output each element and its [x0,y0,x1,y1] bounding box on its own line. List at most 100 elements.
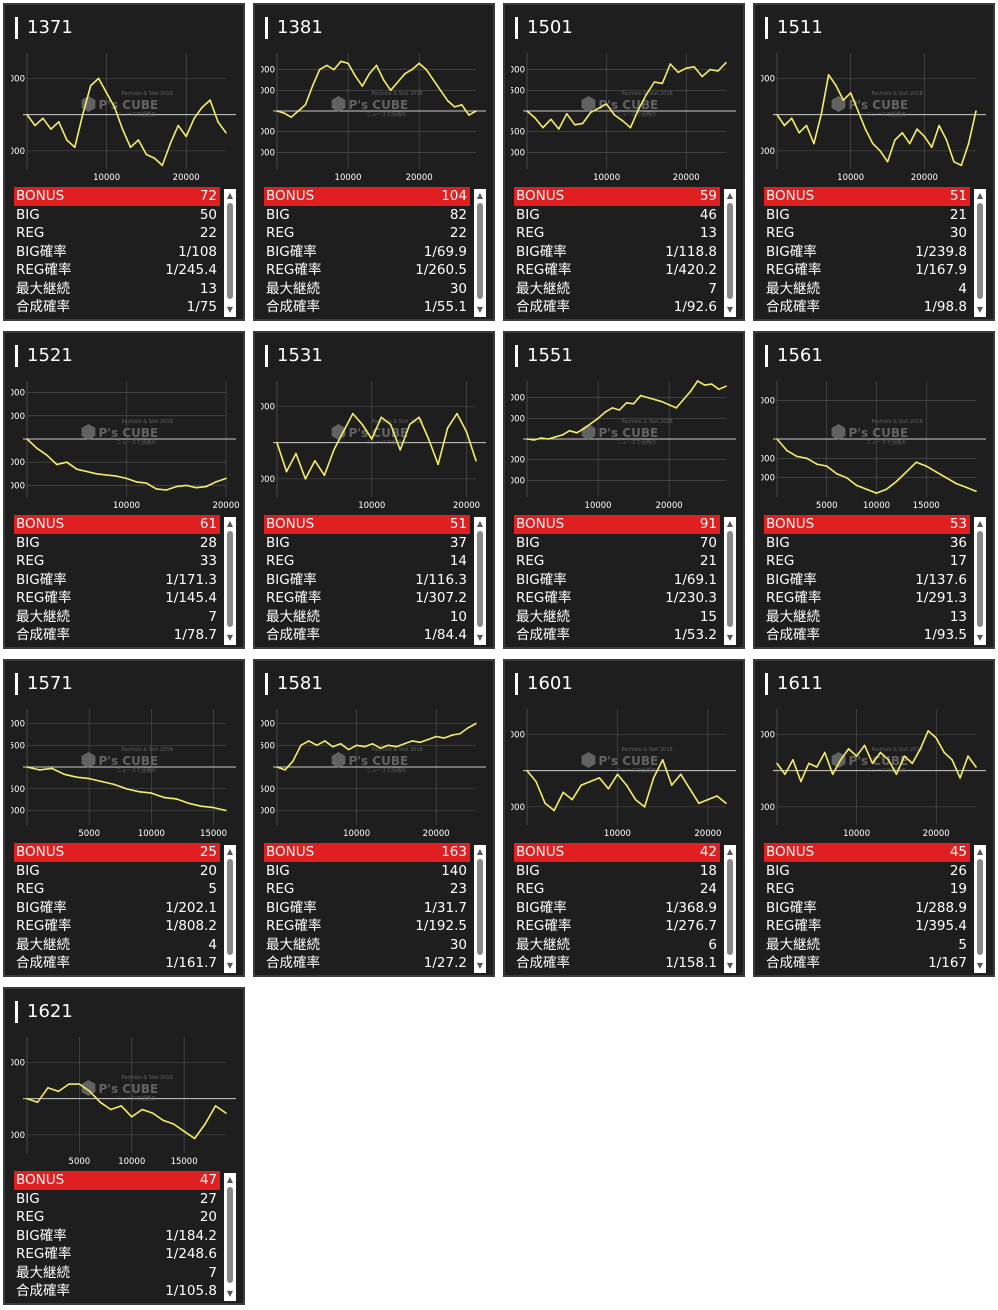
scroll-down-icon[interactable]: ▼ [476,633,484,642]
scroll-down-icon[interactable]: ▼ [976,305,984,314]
data-point [652,777,655,779]
scroll-up-icon[interactable]: ▲ [226,847,234,856]
scroll-down-icon[interactable]: ▼ [226,961,234,970]
data-point [205,485,207,488]
data-point [187,802,190,805]
machine-card[interactable]: 1601 P's CUBE Pachislo & Slot 2018 ニュースで話題の… [503,659,745,977]
stat-value: 1/192.5 [415,918,467,934]
data-point [863,744,866,747]
stats-scrollbar[interactable]: ▲ ▼ [974,189,986,317]
scroll-thumb[interactable] [977,859,983,955]
stats-scrollbar[interactable]: ▲ ▼ [724,189,736,317]
stats-scrollbar[interactable]: ▲ ▼ [974,845,986,973]
slump-line [776,73,977,167]
stat-label: 最大継続 [16,1264,70,1281]
stats-scrollbar[interactable]: ▲ ▼ [224,845,236,973]
scroll-up-icon[interactable]: ▲ [476,847,484,856]
scroll-up-icon[interactable]: ▲ [976,519,984,528]
scroll-thumb[interactable] [227,531,233,627]
scroll-up-icon[interactable]: ▲ [226,191,234,200]
y-tick-label: -3000 [11,807,25,817]
stat-label: BIG確率 [516,899,567,916]
scroll-down-icon[interactable]: ▼ [476,305,484,314]
scroll-thumb[interactable] [727,531,733,627]
data-point [446,99,449,102]
scroll-thumb[interactable] [727,203,733,299]
machine-card[interactable]: 1381 P's CUBE Pachislo & Slot 2018 ニュースで話題の… [253,3,495,321]
stats-scrollbar[interactable]: ▲ ▼ [474,517,486,645]
stats-scrollbar[interactable]: ▲ ▼ [724,517,736,645]
scroll-thumb[interactable] [727,859,733,955]
scroll-thumb[interactable] [977,203,983,299]
data-point [109,1108,112,1111]
machine-card[interactable]: 1611 P's CUBE Pachislo & Slot 2018 ニュースで話題の… [753,659,995,977]
machine-card[interactable]: 1521 P's CUBE Pachislo & Slot 2018 ニュースで話題の… [3,331,245,649]
stat-value: 1/230.3 [665,590,717,606]
scroll-thumb[interactable] [227,859,233,955]
data-point [456,412,458,415]
scroll-up-icon[interactable]: ▲ [976,191,984,200]
machine-card[interactable]: 1571 P's CUBE Pachislo & Slot 2018 ニュースで話題の… [3,659,245,977]
stats-scrollbar[interactable]: ▲ ▼ [974,517,986,645]
scroll-thumb[interactable] [477,531,483,627]
stat-label: BONUS [516,844,565,860]
data-point [959,777,961,779]
scroll-up-icon[interactable]: ▲ [226,519,234,528]
scroll-down-icon[interactable]: ▼ [726,961,734,970]
scroll-down-icon[interactable]: ▼ [976,633,984,642]
scroll-up-icon[interactable]: ▲ [726,847,734,856]
scroll-down-icon[interactable]: ▼ [226,1289,234,1298]
machine-card[interactable]: 1561 P's CUBE Pachislo & Slot 2018 ニュースで話題の… [753,331,995,649]
x-tick-label: 10000 [335,173,362,183]
scroll-thumb[interactable] [227,1187,233,1283]
stat-value: 1/118.8 [665,243,717,260]
data-point [533,439,535,441]
scroll-down-icon[interactable]: ▼ [726,305,734,314]
stat-row: 合成確率 1/158.1 [514,954,720,973]
scroll-down-icon[interactable]: ▼ [226,633,234,642]
stat-label: 合成確率 [16,299,70,315]
scroll-up-icon[interactable]: ▲ [476,191,484,200]
watermark-brand: P's CUBE [849,426,909,440]
data-point [325,64,328,67]
scroll-up-icon[interactable]: ▲ [976,847,984,856]
scroll-thumb[interactable] [227,203,233,299]
stat-value: 1/69.9 [423,243,467,260]
data-point [141,1108,144,1111]
data-point [903,755,906,757]
scroll-down-icon[interactable]: ▼ [726,633,734,642]
scroll-up-icon[interactable]: ▲ [226,1175,234,1184]
stat-label: BONUS [266,516,315,532]
stat-row: 最大継続 30 [264,936,470,955]
machine-card[interactable]: 1621 P's CUBE Pachislo & Slot 2018 ニュースで話題の… [3,987,245,1305]
stats-scrollbar[interactable]: ▲ ▼ [224,189,236,317]
stats-scrollbar[interactable]: ▲ ▼ [224,517,236,645]
scroll-thumb[interactable] [477,859,483,955]
scroll-down-icon[interactable]: ▼ [476,961,484,970]
stats-scrollbar[interactable]: ▲ ▼ [474,189,486,317]
scroll-down-icon[interactable]: ▼ [226,305,234,314]
scroll-up-icon[interactable]: ▲ [726,519,734,528]
data-point [169,142,172,145]
stat-row: 最大継続 7 [514,280,720,299]
scroll-thumb[interactable] [977,531,983,627]
machine-card[interactable]: 1531 P's CUBE Pachislo & Slot 2018 ニュースで話題の… [253,331,495,649]
machine-card[interactable]: 1371 P's CUBE Pachislo & Slot 2018 ニュースで話題の… [3,3,245,321]
scroll-down-icon[interactable]: ▼ [976,961,984,970]
stats-table: BONUS 61 BIG 28 REG 33 BIG確率 1/171.3 REG確率 1/145.… [14,515,220,645]
stats-scrollbar[interactable]: ▲ ▼ [224,1173,236,1301]
x-tick-label: 20000 [911,173,938,183]
machine-card[interactable]: 1581 P's CUBE Pachislo & Slot 2018 ニュースで話題の… [253,659,495,977]
stats-scrollbar[interactable]: ▲ ▼ [724,845,736,973]
stats-scrollbar[interactable]: ▲ ▼ [474,845,486,973]
stat-label: REG確率 [766,590,822,606]
scroll-up-icon[interactable]: ▲ [726,191,734,200]
machine-card[interactable]: 1511 P's CUBE Pachislo & Slot 2018 ニュースで話題の… [753,3,995,321]
data-point [696,380,699,382]
scroll-thumb[interactable] [477,203,483,299]
machine-card[interactable]: 1501 P's CUBE Pachislo & Slot 2018 ニュースで話題の… [503,3,745,321]
data-point [967,755,969,757]
scroll-up-icon[interactable]: ▲ [476,519,484,528]
machine-card[interactable]: 1551 P's CUBE Pachislo & Slot 2018 ニュースで話題の… [503,331,745,649]
stat-row: 最大継続 30 [264,280,470,299]
